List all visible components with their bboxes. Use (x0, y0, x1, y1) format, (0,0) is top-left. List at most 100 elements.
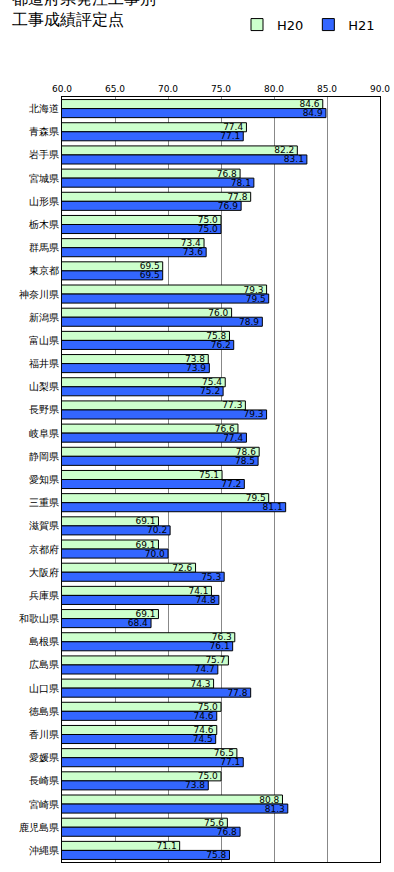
svg-text:76.8: 76.8 (217, 169, 237, 179)
svg-text:75.3: 75.3 (201, 572, 221, 582)
svg-text:京都府: 京都府 (29, 544, 59, 555)
svg-text:79.3: 79.3 (244, 409, 264, 419)
svg-text:76.1: 76.1 (210, 641, 230, 651)
svg-text:71.1: 71.1 (157, 841, 177, 851)
svg-text:三重県: 三重県 (29, 497, 59, 508)
svg-text:74.1: 74.1 (188, 586, 208, 596)
svg-text:H21: H21 (348, 18, 374, 33)
svg-text:岩手県: 岩手県 (29, 149, 59, 160)
svg-text:75.0: 75.0 (198, 771, 218, 781)
svg-text:滋賀県: 滋賀県 (29, 520, 59, 531)
svg-text:76.6: 76.6 (215, 424, 235, 434)
svg-text:香川県: 香川県 (29, 729, 59, 740)
svg-text:69.5: 69.5 (140, 270, 160, 280)
svg-text:79.5: 79.5 (246, 294, 266, 304)
svg-text:85.0: 85.0 (317, 84, 337, 94)
svg-text:69.1: 69.1 (135, 609, 155, 619)
svg-text:宮城県: 宮城県 (29, 173, 59, 184)
svg-text:78.1: 78.1 (231, 178, 251, 188)
svg-text:山梨県: 山梨県 (29, 381, 59, 392)
svg-text:73.8: 73.8 (185, 780, 205, 790)
svg-text:77.8: 77.8 (227, 192, 247, 202)
svg-text:60.0: 60.0 (52, 84, 72, 94)
svg-text:76.9: 76.9 (218, 201, 238, 211)
svg-text:74.6: 74.6 (193, 725, 213, 735)
svg-text:75.4: 75.4 (202, 377, 222, 387)
svg-text:83.1: 83.1 (284, 154, 304, 164)
svg-text:鹿児島県: 鹿児島県 (19, 822, 59, 833)
svg-text:栃木県: 栃木県 (29, 219, 59, 230)
svg-text:75.7: 75.7 (205, 655, 225, 665)
svg-text:兵庫県: 兵庫県 (29, 590, 59, 601)
svg-text:81.1: 81.1 (263, 502, 283, 512)
svg-text:73.4: 73.4 (181, 238, 201, 248)
svg-text:北海道: 北海道 (29, 103, 59, 114)
svg-text:神奈川県: 神奈川県 (19, 289, 59, 300)
svg-text:山口県: 山口県 (29, 683, 59, 694)
svg-text:84.9: 84.9 (303, 108, 323, 118)
svg-text:都道府県発注工事別工事成績評定点: 都道府県発注工事別工事成績評定点 (12, 0, 156, 29)
svg-text:青森県: 青森県 (29, 126, 59, 137)
svg-text:島根県: 島根県 (29, 636, 59, 647)
svg-text:愛媛県: 愛媛県 (29, 752, 59, 763)
svg-text:長野県: 長野県 (29, 404, 59, 415)
svg-text:広島県: 広島県 (29, 659, 59, 670)
svg-text:73.6: 73.6 (183, 247, 203, 257)
svg-text:愛知県: 愛知県 (29, 474, 59, 485)
svg-text:80.8: 80.8 (259, 795, 279, 805)
svg-text:75.8: 75.8 (206, 331, 226, 341)
svg-text:75.0: 75.0 (198, 702, 218, 712)
svg-text:65.0: 65.0 (105, 84, 125, 94)
svg-text:69.1: 69.1 (135, 516, 155, 526)
svg-text:77.3: 77.3 (222, 400, 242, 410)
svg-text:68.4: 68.4 (128, 618, 148, 628)
svg-text:72.6: 72.6 (172, 563, 192, 573)
svg-text:79.5: 79.5 (246, 493, 266, 503)
svg-text:70.2: 70.2 (147, 525, 167, 535)
svg-text:76.3: 76.3 (212, 632, 232, 642)
svg-text:76.5: 76.5 (214, 748, 234, 758)
svg-text:76.8: 76.8 (217, 827, 237, 837)
svg-text:80.0: 80.0 (264, 84, 284, 94)
svg-text:75.0: 75.0 (198, 215, 218, 225)
svg-text:岐阜県: 岐阜県 (29, 428, 59, 439)
svg-text:78.6: 78.6 (236, 447, 256, 457)
svg-text:東京都: 東京都 (29, 265, 59, 276)
svg-text:84.6: 84.6 (299, 99, 319, 109)
svg-text:H20: H20 (277, 18, 303, 33)
svg-text:山形県: 山形県 (29, 196, 59, 207)
svg-text:76.0: 76.0 (208, 308, 228, 318)
svg-text:82.2: 82.2 (274, 145, 294, 155)
svg-text:70.0: 70.0 (145, 549, 165, 559)
svg-text:沖縄県: 沖縄県 (29, 845, 59, 856)
svg-text:77.4: 77.4 (223, 122, 243, 132)
svg-text:77.1: 77.1 (220, 131, 240, 141)
svg-text:福井県: 福井県 (29, 358, 59, 369)
svg-text:75.2: 75.2 (200, 386, 220, 396)
svg-text:74.7: 74.7 (195, 664, 215, 674)
svg-text:徳島県: 徳島県 (29, 706, 59, 717)
svg-text:75.0: 75.0 (198, 224, 218, 234)
svg-text:90.0: 90.0 (370, 84, 390, 94)
svg-text:75.6: 75.6 (204, 818, 224, 828)
svg-text:81.3: 81.3 (265, 804, 285, 814)
svg-text:74.5: 74.5 (193, 734, 213, 744)
svg-text:74.6: 74.6 (193, 711, 213, 721)
svg-text:群馬県: 群馬県 (29, 242, 59, 253)
svg-text:78.5: 78.5 (235, 456, 255, 466)
svg-text:長崎県: 長崎県 (29, 775, 59, 786)
svg-text:75.8: 75.8 (206, 850, 226, 860)
svg-text:74.8: 74.8 (196, 595, 216, 605)
svg-text:74.3: 74.3 (191, 679, 211, 689)
svg-text:73.8: 73.8 (185, 354, 205, 364)
svg-text:78.9: 78.9 (239, 317, 259, 327)
svg-text:76.2: 76.2 (211, 340, 231, 350)
svg-text:69.5: 69.5 (140, 261, 160, 271)
svg-text:77.1: 77.1 (220, 757, 240, 767)
svg-text:79.3: 79.3 (244, 285, 264, 295)
svg-text:73.9: 73.9 (186, 363, 206, 373)
svg-text:宮崎県: 宮崎県 (29, 799, 59, 810)
svg-text:静岡県: 静岡県 (29, 451, 59, 462)
svg-text:77.8: 77.8 (227, 688, 247, 698)
svg-text:77.2: 77.2 (221, 479, 241, 489)
